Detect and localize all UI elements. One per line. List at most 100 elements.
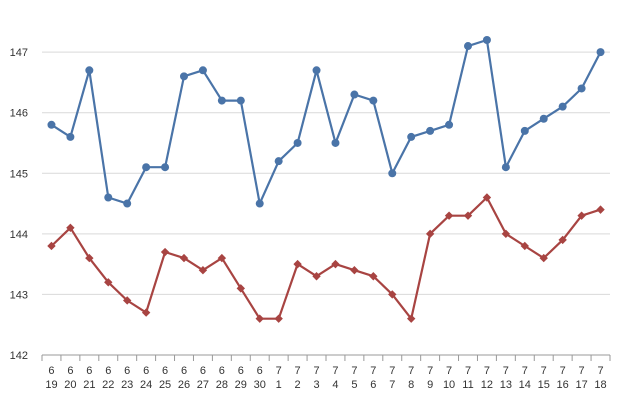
series-2-point (47, 241, 56, 251)
series-2-point (388, 290, 397, 299)
y-tick-label: 144 (10, 229, 28, 241)
series-1-point (274, 157, 283, 166)
series-1-point (142, 163, 151, 172)
x-tick-label-month: 6 (200, 365, 206, 377)
x-axis: 6196206216226236246256266276286296307172… (41, 355, 611, 391)
x-tick-label-day: 14 (519, 379, 531, 391)
x-tick-label-month: 7 (541, 365, 547, 377)
y-tick-label: 145 (10, 168, 28, 180)
series-2-point (104, 278, 113, 287)
series-1-point (539, 114, 548, 123)
x-tick-label-month: 7 (276, 365, 282, 377)
x-tick-label-day: 18 (594, 379, 606, 391)
x-tick-label-month: 7 (597, 365, 603, 377)
series-2-point (444, 211, 454, 220)
x-tick-label-day: 3 (313, 379, 319, 391)
x-tick-label-day: 19 (45, 379, 57, 391)
series-1-point (445, 120, 454, 129)
series-2-point (312, 272, 321, 281)
x-tick-label-month: 7 (465, 365, 471, 377)
x-tick-label-day: 4 (332, 379, 338, 391)
series-2-point (331, 259, 340, 269)
series-1-point (501, 163, 510, 172)
x-tick-label-month: 6 (181, 365, 187, 377)
y-axis: 142 143 144 145 146 147 (10, 47, 28, 362)
x-tick-label-day: 10 (443, 379, 455, 391)
series-2-point (425, 229, 435, 239)
x-tick-label-month: 6 (86, 365, 92, 377)
x-tick-label-month: 7 (579, 365, 585, 377)
series-1-point (123, 199, 132, 208)
x-tick-label-month: 6 (67, 365, 73, 377)
series-2-point (350, 265, 359, 275)
x-tick-label-month: 6 (124, 365, 130, 377)
series-1-point (104, 193, 113, 202)
series-1-point (426, 126, 435, 135)
series-1-point (217, 96, 226, 105)
y-tick-label: 146 (10, 108, 28, 120)
y-tick-label: 142 (10, 350, 28, 362)
series-2-point (596, 205, 605, 214)
x-tick-label-day: 27 (197, 379, 209, 391)
series-1-point (577, 84, 586, 93)
x-tick-label-day: 29 (235, 379, 247, 391)
x-tick-label-day: 6 (370, 379, 376, 391)
series-1-point (47, 120, 56, 129)
series-2-point (577, 211, 586, 220)
x-tick-label-month: 7 (370, 365, 376, 377)
series-1-point (520, 126, 529, 135)
x-tick-label-month: 6 (48, 365, 54, 377)
x-tick-label-month: 7 (484, 365, 490, 377)
series-2-point (179, 253, 189, 263)
series-2-point (274, 314, 283, 323)
x-tick-label-day: 9 (427, 379, 433, 391)
series-2-point (255, 314, 264, 323)
x-tick-label-day: 13 (500, 379, 512, 391)
x-tick-label-month: 7 (522, 365, 528, 377)
series-1-line (50, 38, 602, 205)
series-2-point (482, 193, 492, 202)
series-2-point (66, 223, 75, 232)
y-tick-label: 147 (10, 47, 28, 59)
x-tick-label-month: 6 (219, 365, 225, 377)
x-tick-label-month: 7 (295, 365, 301, 377)
x-tick-label-month: 7 (446, 365, 452, 377)
x-tick-label-month: 7 (351, 365, 357, 377)
x-tick-label-month: 7 (332, 365, 338, 377)
x-tick-label-month: 6 (257, 365, 263, 377)
series-2-point (85, 253, 94, 263)
series-1-point (66, 132, 75, 141)
x-tick-label-month: 6 (238, 365, 244, 377)
series-2-point (369, 272, 378, 281)
x-tick-label-day: 30 (254, 379, 266, 391)
series-2-point (293, 259, 302, 269)
x-tick-label-day: 21 (83, 379, 95, 391)
x-tick-label-month: 7 (503, 365, 509, 377)
series-2-point (198, 265, 208, 275)
series-1-point (596, 48, 605, 57)
series-1-point (369, 96, 378, 105)
x-tick-label-month: 6 (143, 365, 149, 377)
x-tick-label-day: 23 (121, 379, 133, 391)
x-tick-label-day: 24 (140, 379, 152, 391)
x-tick-label-month: 7 (560, 365, 566, 377)
series-1-point (236, 96, 245, 105)
x-tick-label-month: 7 (313, 365, 319, 377)
series-1-point (407, 132, 416, 141)
series-2-point (236, 284, 245, 293)
series-2-point (141, 308, 151, 317)
x-tick-label-month: 6 (105, 365, 111, 377)
x-tick-label-day: 17 (575, 379, 587, 391)
series-2-point (539, 253, 548, 263)
series-2-line (50, 196, 601, 320)
series-2-point (217, 253, 227, 263)
x-tick-label-day: 26 (178, 379, 190, 391)
series-1-point (312, 66, 321, 75)
series-1-point (331, 138, 340, 147)
x-tick-label-day: 2 (295, 379, 301, 391)
x-tick-label-month: 7 (408, 365, 414, 377)
series-1-point (255, 199, 264, 208)
x-tick-label-month: 6 (162, 365, 168, 377)
x-tick-label-day: 22 (102, 379, 114, 391)
